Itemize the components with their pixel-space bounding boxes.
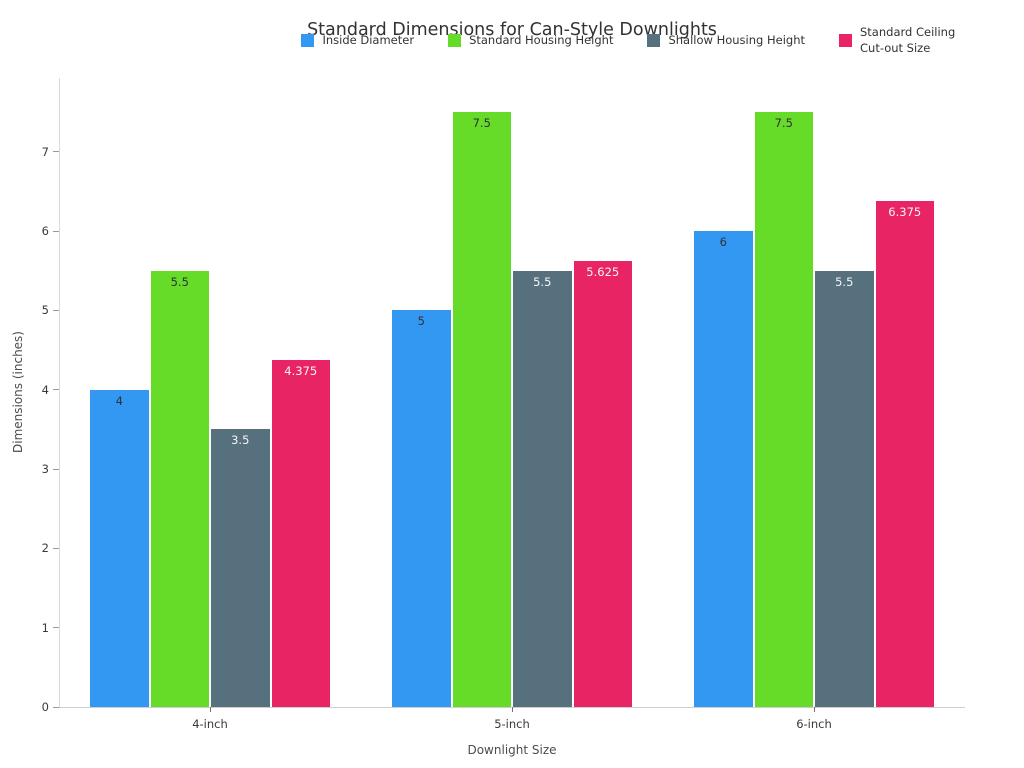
bar-value-label: 5.5 xyxy=(533,274,552,289)
bar-value-label: 3.5 xyxy=(231,433,250,448)
y-tick-mark xyxy=(53,389,59,391)
y-tick-label: 2 xyxy=(41,541,49,556)
y-axis-spine xyxy=(59,78,60,707)
x-tick-mark xyxy=(209,707,211,712)
y-tick-label: 1 xyxy=(41,620,49,635)
legend-label: Inside Diameter xyxy=(322,33,415,48)
bar: 5.625 xyxy=(573,260,632,707)
legend-swatch xyxy=(647,33,661,47)
x-axis-title: Downlight Size xyxy=(467,743,557,757)
bar-value-label: 5.625 xyxy=(586,264,620,279)
bar: 5.5 xyxy=(150,270,209,707)
x-tick-label: 4-inch xyxy=(192,717,228,731)
x-tick-label: 6-inch xyxy=(796,717,832,731)
bar-value-label: 5.5 xyxy=(835,274,854,289)
bar-value-label: 5.5 xyxy=(170,274,189,289)
y-tick-label: 5 xyxy=(41,303,49,318)
y-tick-label: 4 xyxy=(41,382,49,397)
y-tick-label: 0 xyxy=(41,700,49,714)
y-tick-mark xyxy=(53,230,59,232)
y-axis-title: Dimensions (inches) xyxy=(11,331,25,453)
y-tick-label: 3 xyxy=(41,462,49,477)
legend-label: Standard Ceiling Cut-out Size xyxy=(860,25,956,56)
y-tick-mark xyxy=(53,309,59,311)
bar-value-label: 7.5 xyxy=(774,116,793,131)
bar: 5.5 xyxy=(513,270,572,707)
bar: 4.375 xyxy=(271,359,330,707)
bar: 5 xyxy=(392,310,451,707)
y-tick-mark xyxy=(53,468,59,470)
bar: 4 xyxy=(90,389,149,707)
bar-value-label: 4.375 xyxy=(284,363,318,378)
x-tick-mark xyxy=(511,707,513,712)
bar: 5.5 xyxy=(815,270,874,707)
bar-value-label: 6 xyxy=(719,235,727,250)
y-tick-label: 6 xyxy=(41,224,49,239)
y-tick-label: 7 xyxy=(41,144,49,159)
y-tick-mark xyxy=(53,706,59,708)
chart-title: Standard Dimensions for Can-Style Downli… xyxy=(307,20,717,40)
legend-label: Shallow Housing Height xyxy=(668,33,805,48)
y-tick-mark xyxy=(53,151,59,153)
bar-value-label: 5 xyxy=(417,314,425,329)
bar: 6.375 xyxy=(875,201,934,707)
plot-area: 0 1 2 3 4 5 6 7 4-inch 5-inch 6-inch 4 5.5 3.5 4.375 5 7… xyxy=(42,78,965,731)
legend-item: Standard Housing Height xyxy=(448,32,613,48)
bar: 7.5 xyxy=(754,112,813,707)
x-tick-label: 5-inch xyxy=(494,717,530,731)
legend-swatch xyxy=(301,33,315,47)
bar-value-label: 7.5 xyxy=(472,116,491,131)
bar: 7.5 xyxy=(452,112,511,707)
y-tick-mark xyxy=(53,627,59,629)
bar: 3.5 xyxy=(211,429,270,707)
legend-item: Inside Diameter xyxy=(301,32,414,48)
y-tick-mark xyxy=(53,547,59,549)
legend: Inside Diameter Standard Housing Height Sh… xyxy=(301,24,966,56)
x-tick-mark xyxy=(813,707,815,712)
legend-item: Standard Ceiling Cut-out Size xyxy=(839,24,966,56)
bar-value-label: 6.375 xyxy=(888,205,922,220)
bar: 6 xyxy=(694,231,753,707)
legend-label: Standard Housing Height xyxy=(469,33,614,48)
legend-swatch xyxy=(448,33,462,47)
bar-value-label: 4 xyxy=(115,393,123,408)
legend-swatch xyxy=(839,33,852,47)
legend-item: Shallow Housing Height xyxy=(647,32,805,48)
